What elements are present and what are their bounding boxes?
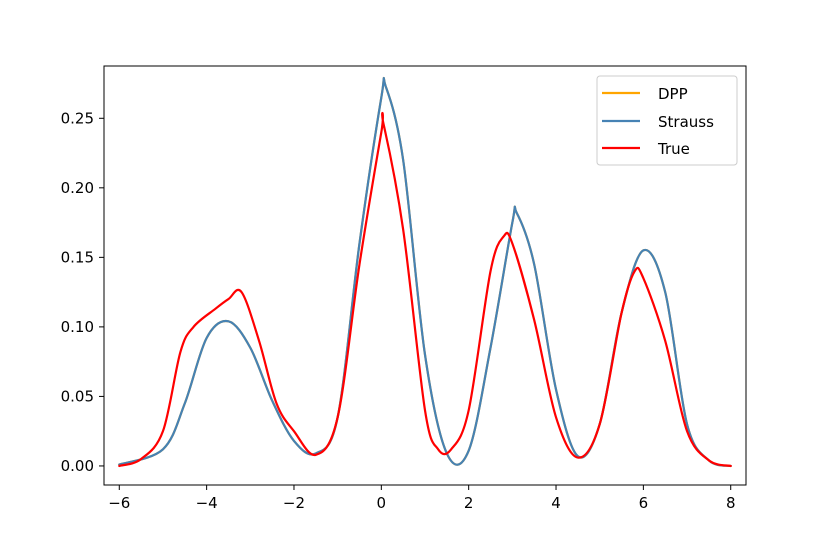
y-tick-label: 0.00 [61,457,94,475]
x-axis: −6 −4 −2 0 2 4 6 8 [108,485,735,512]
legend-box [596,75,738,166]
y-tick-label: 0.25 [61,109,94,127]
x-tick-label: −6 [108,494,130,512]
x-tick-label: 4 [551,494,561,512]
legend-label-true: True [657,140,690,158]
x-tick-label: −2 [283,494,305,512]
legend: DPP Strauss True [596,75,738,166]
y-tick-label: 0.05 [61,387,94,405]
x-tick-label: 2 [464,494,474,512]
x-tick-label: 8 [726,494,736,512]
series-line-true [118,112,732,468]
legend-label-strauss: Strauss [658,113,714,131]
x-tick-label: 6 [639,494,649,512]
y-tick-label: 0.20 [61,179,94,197]
series-layer [118,77,732,468]
x-tick-label: 0 [377,494,387,512]
legend-label-dpp: DPP [658,85,688,103]
y-tick-label: 0.15 [61,248,94,266]
y-tick-label: 0.10 [61,318,94,336]
x-tick-label: −4 [196,494,218,512]
plot-frame [103,65,747,486]
y-axis: 0.00 0.05 0.10 0.15 0.20 0.25 [61,109,104,475]
